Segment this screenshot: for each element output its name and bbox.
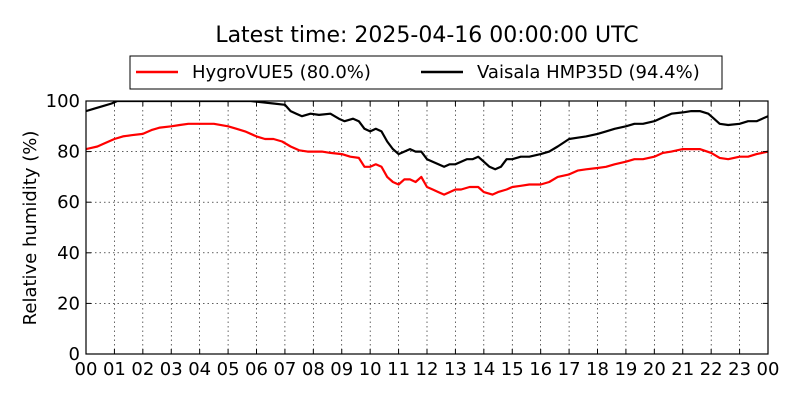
x-tick-label: 07 [273,359,296,380]
y-tick-label: 80 [57,142,80,163]
legend: HygroVUE5 (80.0%) Vaisala HMP35D (94.4%) [129,55,723,90]
x-tick-label: 16 [529,359,552,380]
x-tick-label: 01 [103,359,126,380]
grid [86,101,768,354]
x-tick-label: 08 [302,359,325,380]
y-tick-label: 0 [69,344,80,365]
x-tick-label: 17 [558,359,581,380]
y-tick-label: 60 [57,192,80,213]
x-tick-label: 14 [472,359,495,380]
y-tick-label: 100 [46,91,80,112]
y-tick-label: 20 [57,293,80,314]
axis-ticks: 00 01 02 03 04 05 06 07 08 09 10 11 12 13 14 15 16 17 18 19… [46,91,780,380]
x-tick-label: 06 [245,359,268,380]
chart-title: Latest time: 2025-04-16 00:00:00 UTC [215,23,638,48]
y-tick-label: 40 [57,243,80,264]
x-tick-label: 05 [217,359,240,380]
x-tick-label: 22 [700,359,723,380]
x-tick-label: 23 [728,359,751,380]
x-tick-label: 10 [359,359,382,380]
x-tick-label: 18 [586,359,609,380]
y-axis-label: Relative humidity (%) [20,131,41,326]
legend-label-vaisala: Vaisala HMP35D (94.4%) [477,62,700,83]
legend-label-hygrovue5: HygroVUE5 (80.0%) [192,62,371,83]
x-tick-label: 00 [757,359,780,380]
x-tick-label: 12 [416,359,439,380]
x-tick-label: 00 [75,359,98,380]
x-tick-label: 15 [501,359,524,380]
x-tick-label: 11 [387,359,410,380]
x-tick-label: 21 [671,359,694,380]
series-line-hygrovue5 [86,122,768,196]
x-tick-label: 19 [614,359,637,380]
x-tick-label: 13 [444,359,467,380]
x-tick-label: 02 [131,359,154,380]
x-tick-label: 09 [330,359,353,380]
x-tick-label: 04 [188,359,211,380]
x-tick-label: 03 [160,359,183,380]
x-tick-label: 20 [643,359,666,380]
